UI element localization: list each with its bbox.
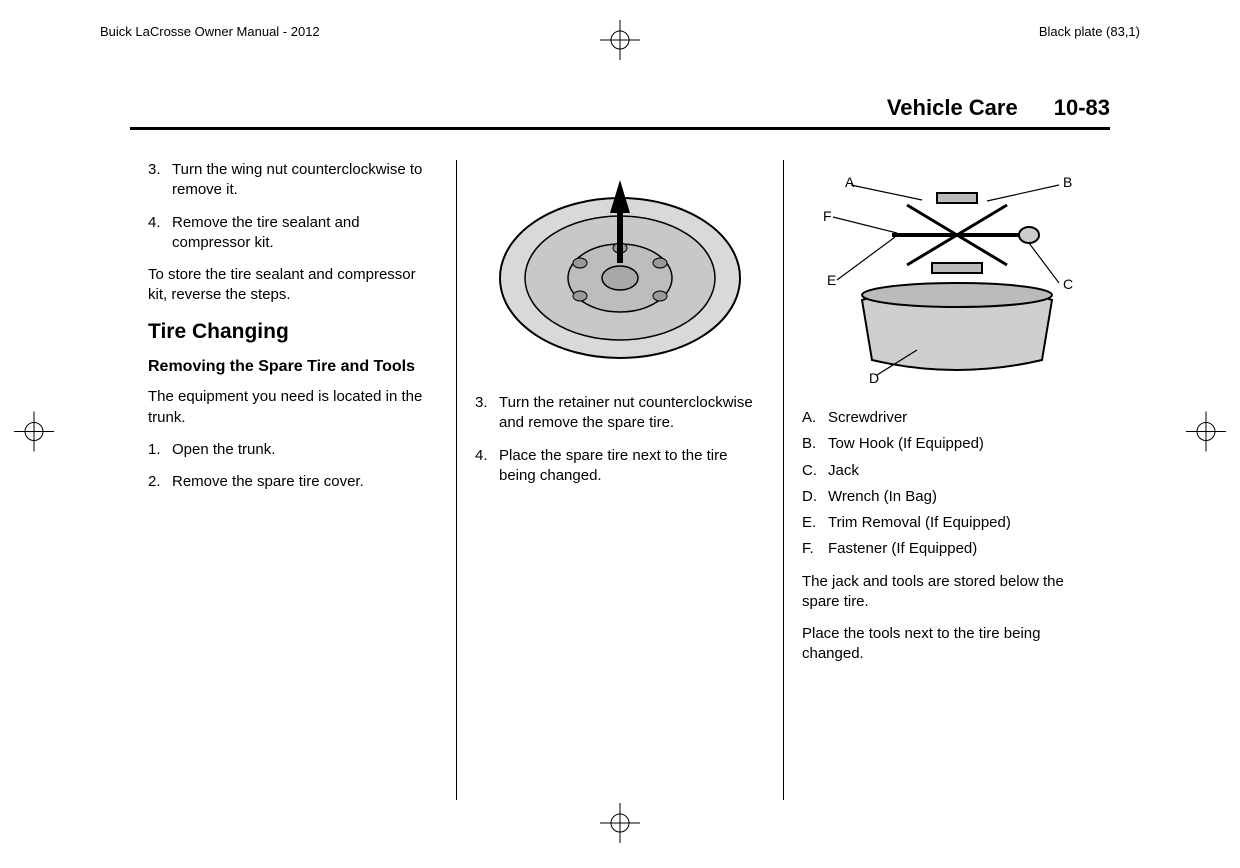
list-text: Place the spare tire next to the tire be… xyxy=(499,446,765,487)
columns: 3. Turn the wing nut counterclockwise to… xyxy=(130,160,1110,800)
figure-tools: A B C D E F xyxy=(802,160,1092,390)
list-item: 4. Remove the tire sealant and compresso… xyxy=(148,213,438,254)
heading-2: Tire Changing xyxy=(148,318,438,346)
label-f: F xyxy=(823,208,832,224)
legend-text: Fastener (If Equipped) xyxy=(828,539,1092,559)
label-e: E xyxy=(827,272,836,288)
legend-item: F. Fastener (If Equipped) xyxy=(802,539,1092,559)
list-item: 1. Open the trunk. xyxy=(148,440,438,460)
page-number: 10-83 xyxy=(1054,95,1110,121)
figure-spare-tire xyxy=(475,160,765,375)
legend-letter: B. xyxy=(802,434,828,454)
paragraph: The equipment you need is located in the… xyxy=(148,387,438,428)
label-b: B xyxy=(1063,174,1072,190)
legend-item: A. Screwdriver xyxy=(802,408,1092,428)
legend-item: E. Trim Removal (If Equipped) xyxy=(802,513,1092,533)
legend-letter: F. xyxy=(802,539,828,559)
list-text: Remove the spare tire cover. xyxy=(172,472,438,492)
label-d: D xyxy=(869,370,879,385)
legend-text: Jack xyxy=(828,461,1092,481)
list-text: Turn the wing nut counterclockwise to re… xyxy=(172,160,438,201)
legend-letter: D. xyxy=(802,487,828,507)
legend-item: D. Wrench (In Bag) xyxy=(802,487,1092,507)
list-number: 1. xyxy=(148,440,172,460)
legend-text: Trim Removal (If Equipped) xyxy=(828,513,1092,533)
column-1: 3. Turn the wing nut counterclockwise to… xyxy=(130,160,456,800)
legend-item: C. Jack xyxy=(802,461,1092,481)
list-item: 3. Turn the wing nut counterclockwise to… xyxy=(148,160,438,201)
list-item: 4. Place the spare tire next to the tire… xyxy=(475,446,765,487)
section-title: Vehicle Care xyxy=(887,95,1018,121)
label-a: A xyxy=(845,174,855,190)
legend-text: Screwdriver xyxy=(828,408,1092,428)
list-text: Remove the tire sealant and compressor k… xyxy=(172,213,438,254)
legend-letter: E. xyxy=(802,513,828,533)
legend-letter: C. xyxy=(802,461,828,481)
list-text: Turn the retainer nut counterclockwise a… xyxy=(499,393,765,434)
paragraph: The jack and tools are stored below the … xyxy=(802,572,1092,613)
plate-info: Black plate (83,1) xyxy=(1039,24,1140,39)
column-3: A B C D E F A. Screwdriver B. Tow Hook (… xyxy=(783,160,1110,800)
registration-mark-left xyxy=(14,412,54,457)
page-header: Vehicle Care 10-83 xyxy=(130,95,1110,130)
list-number: 2. xyxy=(148,472,172,492)
doc-title: Buick LaCrosse Owner Manual - 2012 xyxy=(100,24,320,39)
column-2: 3. Turn the retainer nut counterclockwis… xyxy=(456,160,783,800)
legend-item: B. Tow Hook (If Equipped) xyxy=(802,434,1092,454)
list-item: 2. Remove the spare tire cover. xyxy=(148,472,438,492)
paragraph: Place the tools next to the tire being c… xyxy=(802,624,1092,665)
legend-letter: A. xyxy=(802,408,828,428)
list-number: 4. xyxy=(475,446,499,487)
printer-header: Buick LaCrosse Owner Manual - 2012 Black… xyxy=(100,24,1140,39)
label-c: C xyxy=(1063,276,1073,292)
paragraph: To store the tire sealant and compressor… xyxy=(148,265,438,306)
page-frame: Vehicle Care 10-83 3. Turn the wing nut … xyxy=(130,95,1110,818)
legend-text: Wrench (In Bag) xyxy=(828,487,1092,507)
list-number: 3. xyxy=(475,393,499,434)
list-number: 4. xyxy=(148,213,172,254)
list-number: 3. xyxy=(148,160,172,201)
legend-text: Tow Hook (If Equipped) xyxy=(828,434,1092,454)
list-text: Open the trunk. xyxy=(172,440,438,460)
registration-mark-right xyxy=(1186,412,1226,457)
list-item: 3. Turn the retainer nut counterclockwis… xyxy=(475,393,765,434)
heading-3: Removing the Spare Tire and Tools xyxy=(148,356,438,378)
